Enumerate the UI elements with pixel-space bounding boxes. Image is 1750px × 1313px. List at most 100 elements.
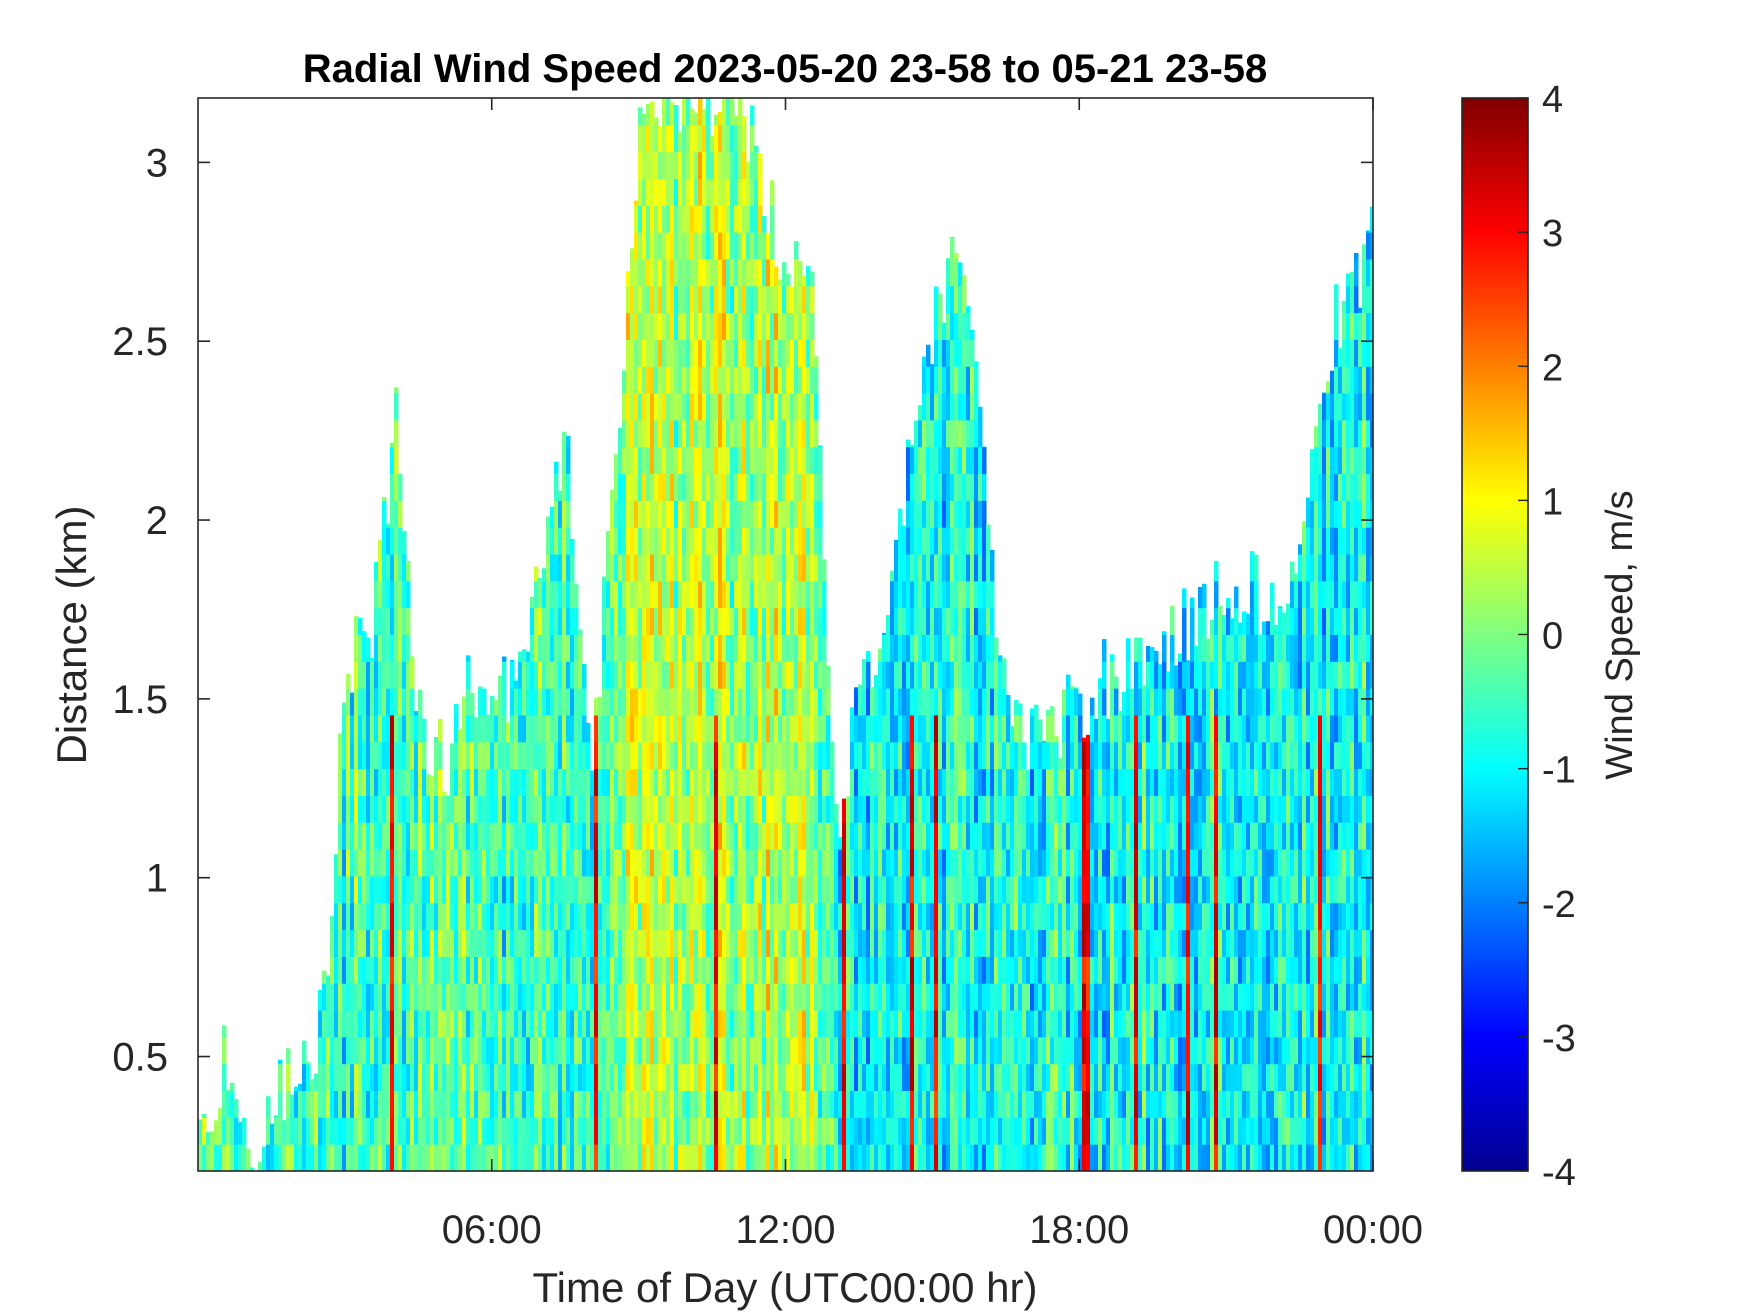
- heatmap-cell: [538, 902, 543, 931]
- heatmap-cell: [810, 500, 815, 528]
- heatmap-cell: [1086, 1117, 1091, 1145]
- heatmap-cell: [558, 1117, 563, 1145]
- heatmap-cell: [474, 1090, 479, 1118]
- heatmap-cell: [766, 902, 771, 931]
- heatmap-cell: [754, 768, 759, 796]
- heatmap-cell: [722, 929, 727, 957]
- heatmap-cell: [690, 151, 695, 179]
- heatmap-cell: [394, 795, 399, 823]
- heatmap-cell: [502, 688, 507, 716]
- heatmap-cell: [734, 419, 739, 448]
- heatmap-cell: [542, 1144, 547, 1171]
- heatmap-cell: [714, 875, 719, 904]
- heatmap-cell: [406, 661, 411, 689]
- heatmap-cell: [710, 1063, 715, 1092]
- heatmap-cell: [746, 929, 751, 957]
- heatmap-cell: [898, 902, 903, 931]
- heatmap-cell: [986, 768, 991, 796]
- heatmap-cell: [898, 741, 903, 770]
- heatmap-cell: [358, 1144, 363, 1171]
- heatmap-cell: [1006, 983, 1011, 1011]
- heatmap-cell: [1050, 706, 1055, 716]
- heatmap-cell: [798, 527, 803, 555]
- heatmap-cell: [958, 983, 963, 1011]
- heatmap-cell: [698, 768, 703, 796]
- heatmap-cell: [782, 688, 787, 716]
- heatmap-cell: [466, 1117, 471, 1145]
- heatmap-cell: [226, 1144, 231, 1171]
- heatmap-cell: [382, 554, 387, 582]
- heatmap-cell: [694, 312, 699, 340]
- heatmap-cell: [938, 366, 943, 394]
- heatmap-cell: [554, 795, 559, 823]
- heatmap-cell: [1050, 849, 1055, 877]
- heatmap-cell: [914, 983, 919, 1011]
- heatmap-cell: [350, 768, 355, 796]
- heatmap-cell: [638, 107, 643, 126]
- heatmap-cell: [394, 446, 399, 475]
- heatmap-cell: [698, 741, 703, 770]
- heatmap-cell: [794, 500, 799, 528]
- heatmap-cell: [702, 554, 707, 582]
- heatmap-cell: [1082, 1090, 1087, 1118]
- heatmap-cell: [674, 1063, 679, 1092]
- heatmap-cell: [678, 131, 683, 153]
- heatmap-cell: [806, 1036, 811, 1065]
- heatmap-cell: [902, 956, 907, 984]
- heatmap-cell: [730, 1010, 735, 1038]
- heatmap-cell: [654, 205, 659, 233]
- heatmap-cell: [970, 329, 975, 340]
- heatmap-cell: [934, 661, 939, 689]
- heatmap-cell: [694, 849, 699, 877]
- heatmap-cell: [886, 741, 891, 770]
- heatmap-cell: [998, 688, 1003, 716]
- heatmap-cell: [378, 849, 383, 877]
- heatmap-cell: [698, 554, 703, 582]
- heatmap-cell: [406, 795, 411, 823]
- heatmap-cell: [970, 902, 975, 931]
- heatmap-cell: [1066, 714, 1071, 743]
- heatmap-cell: [486, 795, 491, 823]
- heatmap-cell: [706, 714, 711, 743]
- heatmap-cell: [818, 983, 823, 1011]
- heatmap-cell: [970, 1090, 975, 1118]
- heatmap-cell: [1054, 1144, 1059, 1171]
- heatmap-cell: [714, 151, 719, 179]
- heatmap-cell: [534, 566, 539, 582]
- heatmap-cell: [962, 929, 967, 957]
- heatmap-cell: [766, 258, 771, 287]
- heatmap-cell: [978, 661, 983, 689]
- heatmap-cell: [410, 822, 415, 850]
- heatmap-cell: [598, 795, 603, 823]
- heatmap-cell: [1082, 1144, 1087, 1171]
- heatmap-cell: [690, 205, 695, 233]
- heatmap-cell: [386, 1090, 391, 1118]
- heatmap-cell: [710, 688, 715, 716]
- heatmap-cell: [862, 849, 867, 877]
- heatmap-cell: [798, 661, 803, 689]
- heatmap-cell: [342, 956, 347, 984]
- heatmap-cell: [414, 1090, 419, 1118]
- heatmap-cell: [350, 875, 355, 904]
- heatmap-cell: [814, 393, 819, 421]
- heatmap-cell: [738, 312, 743, 340]
- heatmap-cell: [958, 1063, 963, 1092]
- heatmap-cell: [390, 822, 395, 850]
- heatmap-cell: [950, 983, 955, 1011]
- heatmap-cell: [730, 393, 735, 421]
- heatmap-cell: [934, 312, 939, 340]
- heatmap-cell: [470, 1010, 475, 1038]
- heatmap-cell: [662, 634, 667, 662]
- heatmap-cell: [662, 1010, 667, 1038]
- heatmap-cell: [1030, 741, 1035, 770]
- heatmap-cell: [730, 285, 735, 314]
- heatmap-cell: [766, 634, 771, 662]
- heatmap-cell: [758, 1036, 763, 1065]
- heatmap-cell: [706, 473, 711, 501]
- heatmap-cell: [566, 1144, 571, 1171]
- heatmap-cell: [390, 446, 395, 475]
- heatmap-cell: [666, 1010, 671, 1038]
- heatmap-cell: [946, 419, 951, 448]
- heatmap-cell: [586, 1036, 591, 1065]
- heatmap-cell: [382, 929, 387, 957]
